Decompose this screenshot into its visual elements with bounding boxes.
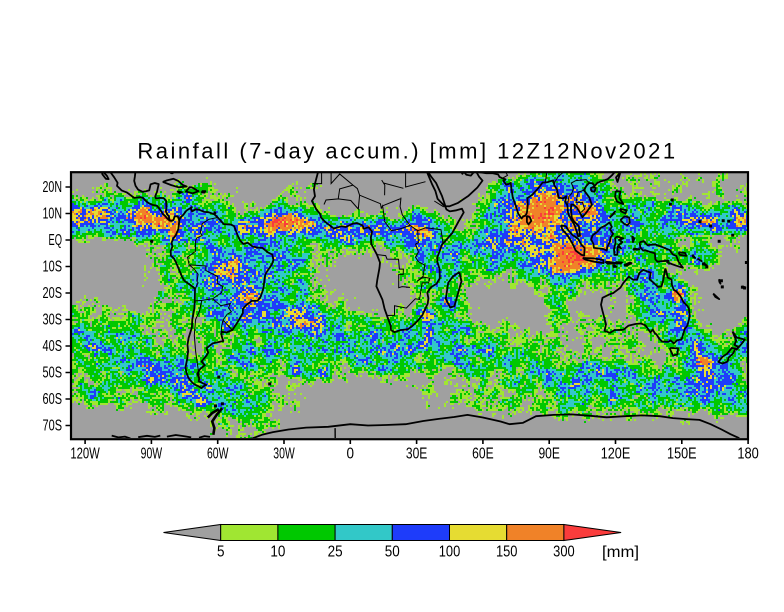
svg-text:25: 25 [328, 544, 343, 561]
svg-text:30W: 30W [273, 444, 295, 462]
svg-text:20N: 20N [42, 178, 62, 196]
svg-text:10N: 10N [42, 204, 62, 222]
svg-text:120W: 120W [70, 443, 99, 461]
svg-text:150: 150 [496, 543, 517, 561]
svg-text:40S: 40S [43, 337, 62, 355]
svg-text:Rainfall (7-day accum.) [mm] 1: Rainfall (7-day accum.) [mm] 12Z12Nov202… [137, 139, 677, 164]
svg-text:90E: 90E [538, 445, 559, 463]
svg-text:5: 5 [217, 544, 225, 561]
svg-text:300: 300 [553, 543, 574, 561]
svg-text:30E: 30E [406, 445, 427, 463]
svg-text:[mm]: [mm] [602, 543, 639, 561]
svg-text:20S: 20S [43, 284, 62, 302]
svg-text:60S: 60S [43, 390, 62, 408]
svg-text:90W: 90W [141, 444, 163, 462]
svg-text:EQ: EQ [49, 230, 62, 248]
svg-text:60E: 60E [472, 445, 493, 463]
svg-text:180: 180 [737, 445, 758, 463]
svg-text:100: 100 [439, 543, 460, 561]
svg-text:70S: 70S [43, 416, 62, 434]
svg-text:10S: 10S [43, 257, 62, 275]
svg-text:50: 50 [385, 544, 400, 561]
svg-text:150E: 150E [667, 445, 696, 463]
svg-text:60W: 60W [207, 444, 229, 462]
svg-text:10: 10 [270, 544, 285, 561]
svg-text:0: 0 [347, 446, 355, 463]
svg-text:50S: 50S [43, 363, 62, 381]
svg-text:30S: 30S [43, 310, 62, 328]
svg-text:120E: 120E [601, 445, 630, 463]
